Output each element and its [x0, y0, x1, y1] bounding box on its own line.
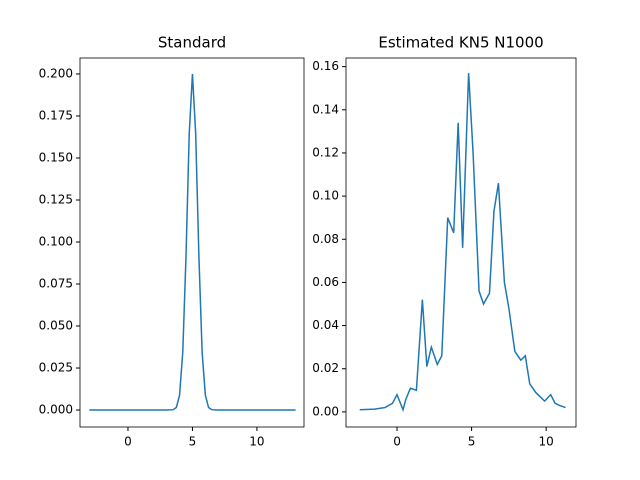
y-tick-label: 0.10	[312, 189, 339, 203]
y-tick-label: 0.14	[312, 102, 339, 116]
x-tick-label: 10	[249, 435, 264, 449]
y-tick-label: 0.08	[312, 232, 339, 246]
y-tick-label: 0.02	[312, 361, 339, 375]
x-tick-label: 0	[124, 435, 132, 449]
y-tick-label: 0.00	[312, 404, 339, 418]
x-tick-label: 0	[393, 435, 401, 449]
x-tick-label: 10	[539, 435, 554, 449]
y-tick-label: 0.06	[312, 275, 339, 289]
line-series	[359, 73, 566, 413]
y-tick-label: 0.075	[39, 277, 73, 291]
line-series	[89, 73, 296, 411]
y-tick-label: 0.04	[312, 318, 339, 332]
x-tick-label: 5	[189, 435, 197, 449]
chart-title: Estimated KN5 N1000	[378, 34, 543, 52]
axes-frame	[345, 57, 577, 428]
y-tick-label: 0.125	[39, 192, 73, 206]
y-tick-label: 0.12	[312, 145, 339, 159]
y-tick-label: 0.000	[39, 403, 73, 417]
y-tick-label: 0.100	[39, 234, 73, 248]
x-tick-label: 5	[468, 435, 476, 449]
y-tick-label: 0.16	[312, 59, 339, 73]
y-tick-label: 0.200	[39, 66, 73, 80]
y-tick-label: 0.150	[39, 150, 73, 164]
y-tick-label: 0.050	[39, 319, 73, 333]
y-tick-label: 0.175	[39, 108, 73, 122]
axes-frame	[79, 57, 305, 428]
chart-title: Standard	[158, 34, 226, 52]
y-tick-label: 0.025	[39, 361, 73, 375]
